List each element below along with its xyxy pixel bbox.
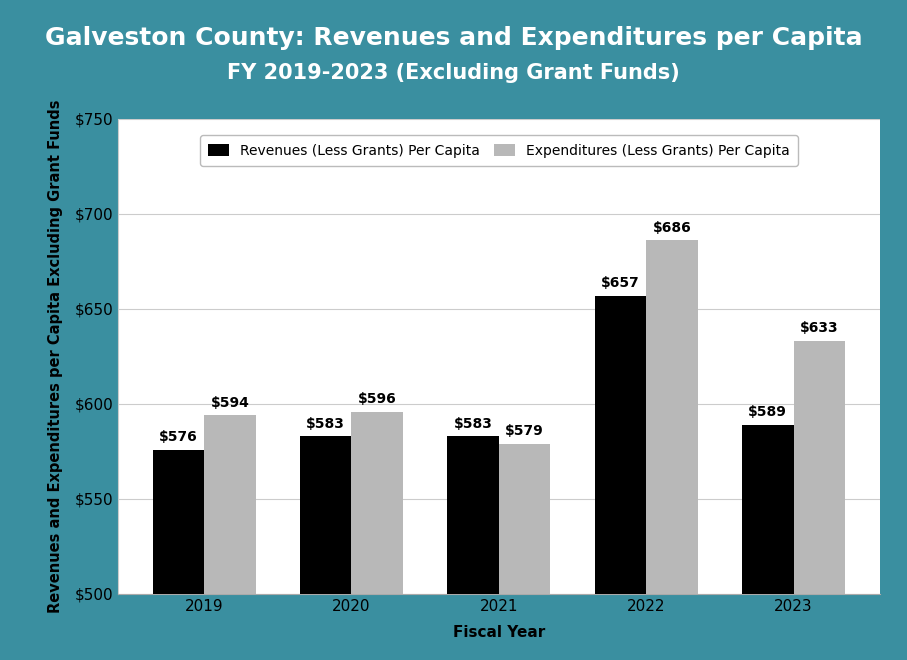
Text: Galveston County: Revenues and Expenditures per Capita: Galveston County: Revenues and Expenditu…: [44, 26, 863, 50]
Text: $576: $576: [159, 430, 198, 444]
Bar: [742, 425, 794, 660]
Bar: [595, 296, 646, 660]
Bar: [300, 436, 352, 660]
Text: $583: $583: [307, 416, 346, 430]
Text: $633: $633: [800, 321, 839, 335]
Text: $596: $596: [358, 392, 396, 406]
Legend: Revenues (Less Grants) Per Capita, Expenditures (Less Grants) Per Capita: Revenues (Less Grants) Per Capita, Expen…: [200, 135, 798, 166]
Text: $657: $657: [601, 276, 639, 290]
Y-axis label: Revenues and Expenditures per Capita Excluding Grant Funds: Revenues and Expenditures per Capita Exc…: [48, 100, 63, 613]
Text: FY 2019-2023 (Excluding Grant Funds): FY 2019-2023 (Excluding Grant Funds): [227, 63, 680, 82]
X-axis label: Fiscal Year: Fiscal Year: [453, 625, 545, 640]
Text: $579: $579: [505, 424, 544, 438]
Text: $583: $583: [454, 416, 493, 430]
Bar: [352, 412, 403, 660]
Bar: [152, 449, 204, 660]
Bar: [447, 436, 499, 660]
Text: $589: $589: [748, 405, 787, 419]
Text: $686: $686: [653, 220, 691, 235]
Bar: [499, 444, 551, 660]
Bar: [204, 415, 256, 660]
Bar: [794, 341, 845, 660]
Bar: [646, 240, 697, 660]
Text: $594: $594: [210, 395, 249, 410]
